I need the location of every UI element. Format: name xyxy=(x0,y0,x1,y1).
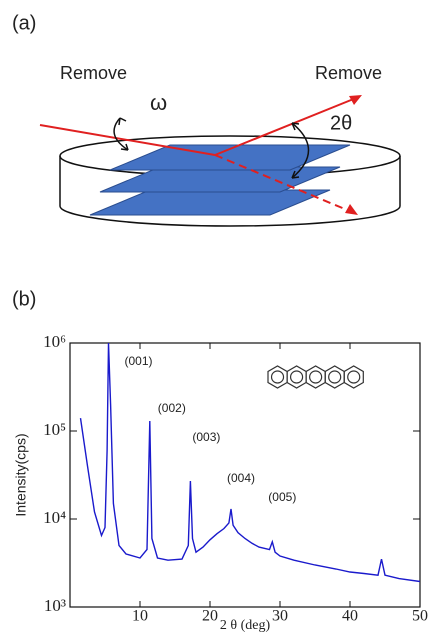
peak-label: (003) xyxy=(192,430,220,444)
y-tick-label: 10⁴ xyxy=(43,508,66,527)
peak-label: (001) xyxy=(125,354,153,368)
x-tick-label: 10 xyxy=(132,608,148,625)
panel-label: (b) xyxy=(12,288,36,310)
angle-label: 2θ xyxy=(330,112,352,134)
data-line xyxy=(79,343,420,583)
x-tick-label: 30 xyxy=(272,608,288,625)
beams xyxy=(39,95,362,215)
angle-label: ω xyxy=(150,90,167,115)
layers xyxy=(89,144,351,216)
y-tick-label: 10³ xyxy=(44,596,66,615)
x-tick-label: 40 xyxy=(342,608,358,625)
x-tick-label: 20 xyxy=(202,608,218,625)
peak-label: (005) xyxy=(268,490,296,504)
plot-frame xyxy=(69,342,421,608)
ring-bond xyxy=(270,370,285,384)
ring-bond xyxy=(309,370,323,384)
y-tick-label: 10⁶ xyxy=(43,332,66,351)
ring-bond xyxy=(328,370,342,384)
ring-bond xyxy=(347,370,361,384)
x-tick-label: 50 xyxy=(412,608,428,625)
beam-label: Remove xyxy=(315,63,382,83)
y-tick-label: 10⁵ xyxy=(43,420,66,439)
ring-bond xyxy=(289,370,304,384)
ring xyxy=(286,365,307,389)
angle-arrows xyxy=(113,117,310,179)
ring xyxy=(267,365,288,389)
panel-label: (a) xyxy=(12,12,36,34)
ring xyxy=(343,365,364,389)
ring xyxy=(305,365,326,389)
peak-label: (002) xyxy=(158,401,186,415)
peak-label: (004) xyxy=(227,471,255,485)
molecule-inset xyxy=(267,365,364,389)
y-axis-label: Intensity(cps) xyxy=(13,433,29,516)
ring xyxy=(324,365,345,389)
x-axis-label: 2 θ (deg) xyxy=(220,618,271,633)
beam-label: Remove xyxy=(60,63,127,83)
